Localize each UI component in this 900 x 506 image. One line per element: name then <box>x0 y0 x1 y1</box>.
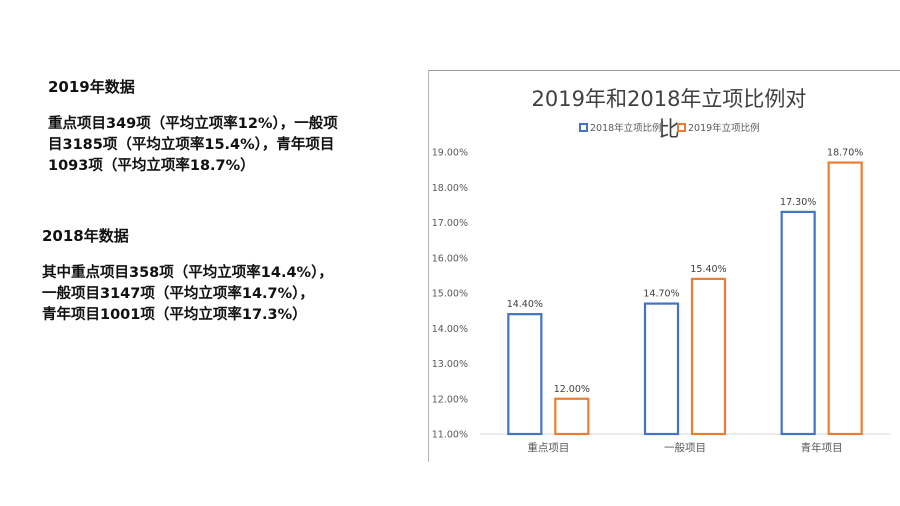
legend-label: 2019年立项比例 <box>688 122 760 134</box>
y-tick-label: 11.00% <box>432 430 468 441</box>
bar <box>780 210 816 436</box>
x-category-label: 青年项目 <box>801 441 843 454</box>
bar <box>643 302 680 436</box>
data-label: 12.00% <box>554 384 590 395</box>
chart-panel: 2019年和2018年立项比例对比 11.00% 12.00% 13.00% 14.0… <box>428 70 900 465</box>
data-label: 14.70% <box>643 289 679 300</box>
y-tick-label: 12.00% <box>432 394 468 405</box>
y-tick-label: 18.00% <box>432 183 468 194</box>
y-tick-label: 16.00% <box>432 253 468 264</box>
data-label: 15.40% <box>690 264 726 275</box>
paragraph-2019-line: 1093项（平均立项率18.7%） <box>48 158 255 174</box>
bar <box>690 277 727 436</box>
chart-left-border <box>428 70 429 462</box>
paragraph-2018: 其中重点项目358项（平均立项率14.4%）， 一般项目3147项（平均立项率1… <box>42 263 412 326</box>
data-label: 17.30% <box>780 197 816 208</box>
legend-label: 2018年立项比例 <box>590 122 662 134</box>
y-tick-label: 14.00% <box>432 324 468 335</box>
paragraph-2018-line: 青年项目1001项（平均立项率17.3%） <box>42 307 307 323</box>
x-category-label: 一般项目 <box>664 441 706 454</box>
y-tick-label: 13.00% <box>432 359 468 370</box>
paragraph-2019-line: 目3185项（平均立项率15.4%），青年项目 <box>48 137 335 153</box>
heading-2019: 2019年数据 <box>48 78 135 96</box>
legend-swatch <box>677 123 686 132</box>
chart-title: 2019年和2018年立项比例对比 <box>531 87 807 141</box>
heading-2018: 2018年数据 <box>42 227 129 245</box>
data-label: 18.70% <box>827 148 863 159</box>
paragraph-2019-line: 重点项目349项（平均立项率12%），一般项 <box>48 116 338 132</box>
chart-top-border <box>428 70 900 71</box>
y-tick-label: 19.00% <box>432 148 468 159</box>
paragraph-2019: 重点项目349项（平均立项率12%），一般项 目3185项（平均立项率15.4%… <box>48 114 408 177</box>
bar <box>507 313 543 436</box>
legend-swatch <box>579 123 588 132</box>
bar <box>554 397 590 436</box>
x-category-label: 重点项目 <box>527 441 569 454</box>
y-tick-label: 15.00% <box>432 289 468 300</box>
paragraph-2018-line: 一般项目3147项（平均立项率14.7%）， <box>42 286 314 302</box>
y-tick-label: 17.00% <box>432 218 468 229</box>
bar <box>827 161 863 436</box>
paragraph-2018-line: 其中重点项目358项（平均立项率14.4%）， <box>42 265 333 281</box>
bar-chart: 11.00% 12.00% 13.00% 14.00% 15.00% 16.00% 17.0… <box>432 122 890 454</box>
data-label: 14.40% <box>507 299 543 310</box>
